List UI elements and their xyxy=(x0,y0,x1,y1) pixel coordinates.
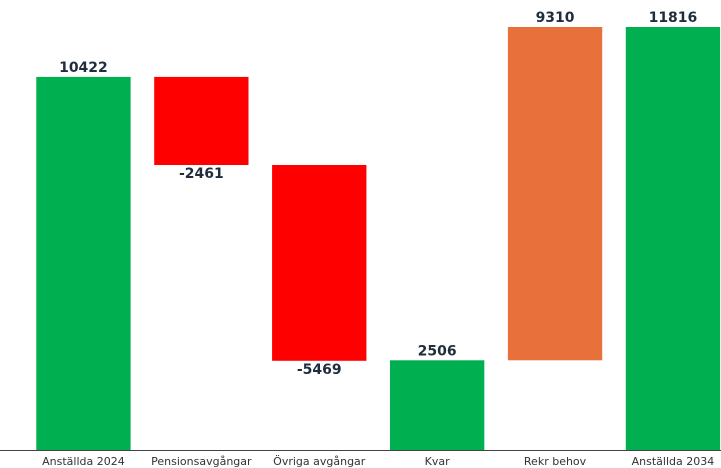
bar xyxy=(36,76,131,450)
bar xyxy=(154,76,249,166)
data-label: 9310 xyxy=(536,10,575,26)
data-label: 2506 xyxy=(418,343,457,359)
data-label: -2461 xyxy=(179,166,224,182)
bar xyxy=(389,360,485,450)
bar xyxy=(625,27,721,450)
x-tick-label: Anställda 2024 xyxy=(42,455,125,468)
data-label: 10422 xyxy=(59,60,108,76)
bar xyxy=(272,165,367,361)
data-label: 11816 xyxy=(649,10,698,26)
x-tick-label: Rekr behov xyxy=(524,455,587,468)
x-tick-label: Anställda 2034 xyxy=(632,455,715,468)
x-tick-label: Övriga avgångar xyxy=(273,455,366,468)
x-tick-label: Pensionsavgångar xyxy=(151,455,252,468)
bar xyxy=(507,27,603,361)
data-label: -5469 xyxy=(297,362,342,378)
x-tick-label: Kvar xyxy=(425,455,450,468)
